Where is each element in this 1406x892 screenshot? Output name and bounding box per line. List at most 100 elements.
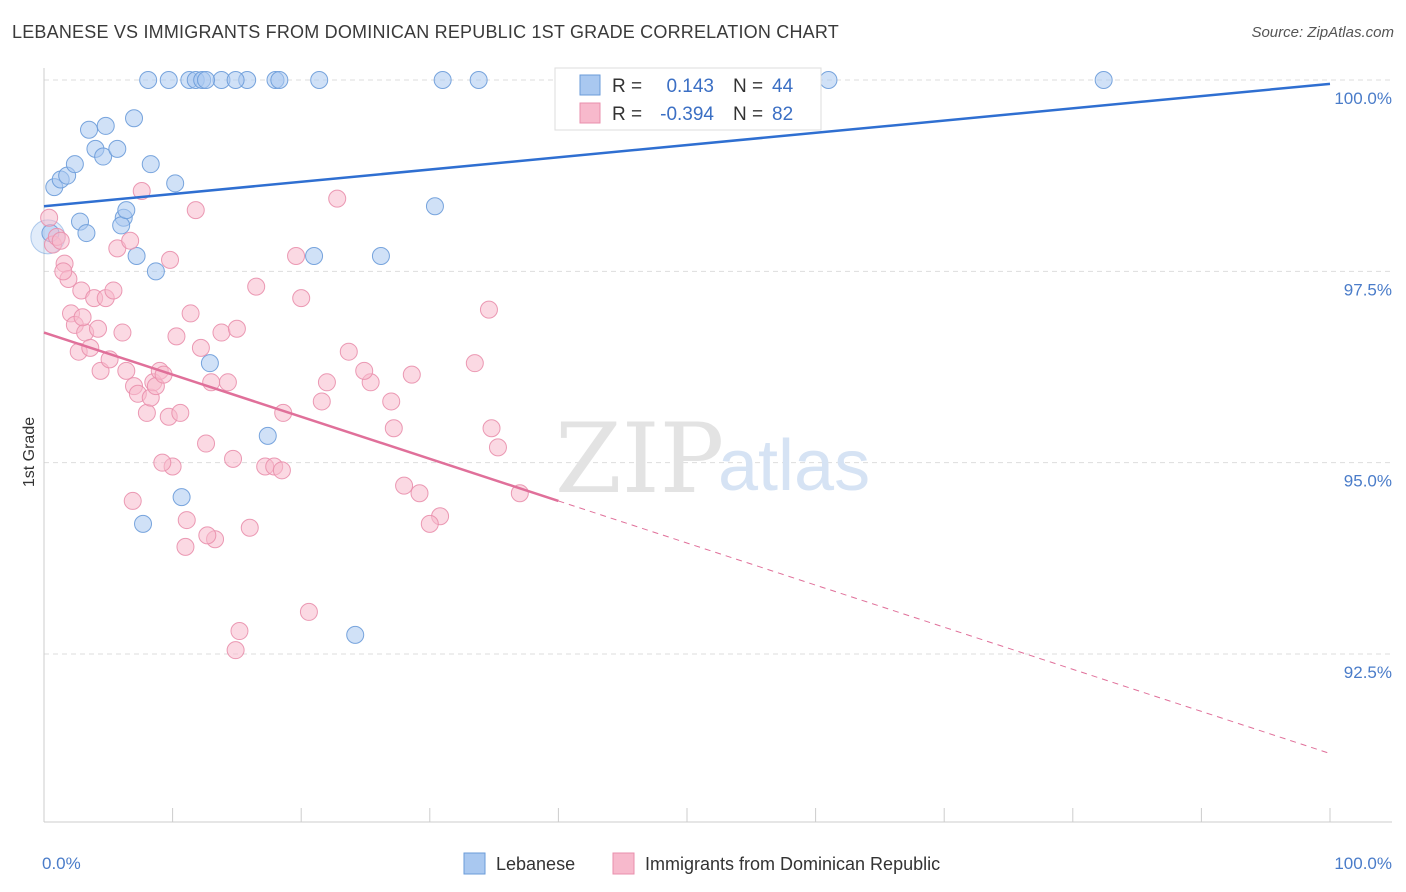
dominican-point	[395, 476, 414, 495]
dominican-point	[132, 181, 151, 200]
lebanese-point	[94, 147, 113, 166]
dominican-point	[317, 373, 336, 392]
dominican-point	[197, 434, 216, 453]
dominican-point	[292, 289, 311, 308]
dominican-point	[355, 361, 374, 380]
dominican-point	[402, 365, 421, 384]
stats-r-label-1: R =	[612, 76, 642, 97]
lebanese-point	[226, 71, 245, 89]
dominican-point	[137, 403, 156, 422]
lebanese-trend-line	[43, 82, 1331, 208]
lebanese-point	[172, 488, 191, 507]
lebanese-point	[346, 625, 365, 644]
dominican-point	[181, 304, 200, 323]
y-tick-label: 97.5%	[1344, 280, 1392, 299]
dominican-point	[212, 323, 231, 342]
y-tick-label: 100.0%	[1334, 89, 1392, 108]
lebanese-point	[200, 354, 219, 373]
lebanese-point	[139, 71, 158, 89]
dominican-point	[153, 453, 172, 472]
lebanese-point	[258, 426, 277, 445]
stats-n-label-2: N =	[733, 104, 763, 125]
source-credit: Source: ZipAtlas.com	[1251, 24, 1394, 41]
dominican-point	[312, 392, 331, 411]
lebanese-point	[80, 120, 99, 139]
dominican-point	[51, 231, 70, 250]
gridlines	[44, 79, 1392, 655]
lebanese-point	[819, 71, 838, 89]
stats-r-value-1: 0.143	[661, 76, 714, 97]
dominican-point	[227, 319, 246, 338]
lebanese-point	[1094, 71, 1113, 89]
dominican-point	[272, 461, 291, 480]
dominican-point	[287, 247, 306, 266]
watermark-atlas: atlas	[718, 426, 870, 506]
stats-n-value-2: 82	[772, 104, 793, 125]
dominican-point	[482, 419, 501, 438]
y-tick-label: 95.0%	[1344, 472, 1392, 491]
stats-box: R = 0.143 N = 44 R = -0.394 N = 82	[554, 67, 822, 131]
lebanese-point	[305, 247, 324, 266]
dominican-point	[161, 250, 180, 269]
x-tick-label: 100.0%	[1334, 854, 1392, 873]
dominican-point	[410, 484, 429, 503]
data-points	[30, 71, 1113, 660]
watermark: ZIP atlas	[555, 403, 870, 515]
lebanese-point	[96, 116, 115, 135]
lebanese-point	[371, 247, 390, 266]
lebanese-point	[425, 197, 444, 216]
y-tick-label: 92.5%	[1344, 663, 1392, 682]
dominican-point	[420, 514, 439, 533]
stats-r-value-2: -0.394	[660, 104, 714, 125]
dominican-point	[89, 319, 108, 338]
dominican-point	[176, 537, 195, 556]
lebanese-point	[125, 109, 144, 128]
chart-title: LEBANESE VS IMMIGRANTS FROM DOMINICAN RE…	[12, 22, 839, 42]
dominican-point	[339, 342, 358, 361]
lebanese-point	[197, 71, 216, 89]
lebanese-point	[141, 155, 160, 174]
dominican-point	[465, 354, 484, 373]
lebanese-point	[469, 71, 488, 89]
dominican-point	[384, 419, 403, 438]
dominican-point	[240, 518, 259, 537]
dominican-point	[117, 361, 136, 380]
dominican-point	[382, 392, 401, 411]
dominican-point	[224, 449, 243, 468]
dominican-point	[191, 338, 210, 357]
dominican-point	[198, 526, 217, 545]
dominican-point	[54, 262, 73, 281]
stats-n-label-1: N =	[733, 76, 763, 97]
lebanese-point	[433, 71, 452, 89]
lebanese-point	[108, 139, 127, 158]
lebanese-point	[166, 174, 185, 193]
dominican-point	[121, 231, 140, 250]
dominican-point	[247, 277, 266, 296]
stats-n-value-1: 44	[772, 76, 794, 97]
dominican-point	[488, 438, 507, 457]
lebanese-point	[127, 247, 146, 266]
dominican-point	[479, 300, 498, 319]
dominican-trend-line-extension	[558, 500, 1331, 754]
lebanese-point	[112, 216, 131, 235]
dominican-point	[167, 327, 186, 346]
dominican-point	[226, 641, 245, 660]
lebanese-point	[65, 155, 84, 174]
lebanese-point	[146, 262, 165, 281]
lebanese-point	[77, 224, 96, 243]
dominican-point	[171, 403, 190, 422]
dominican-point	[73, 308, 92, 327]
dominican-point	[230, 622, 249, 641]
dominican-point	[177, 511, 196, 530]
x-tick-labels: 0.0% 100.0%	[42, 854, 1392, 873]
dominican-trend-line	[43, 331, 559, 503]
legend-swatch-lebanese	[463, 852, 486, 875]
lebanese-point	[310, 71, 329, 89]
dominican-point	[113, 323, 132, 342]
dominican-point	[104, 281, 123, 300]
lebanese-point	[134, 514, 153, 533]
watermark-zip: ZIP	[555, 403, 724, 515]
dominican-point	[328, 189, 347, 208]
axes	[43, 68, 1392, 823]
